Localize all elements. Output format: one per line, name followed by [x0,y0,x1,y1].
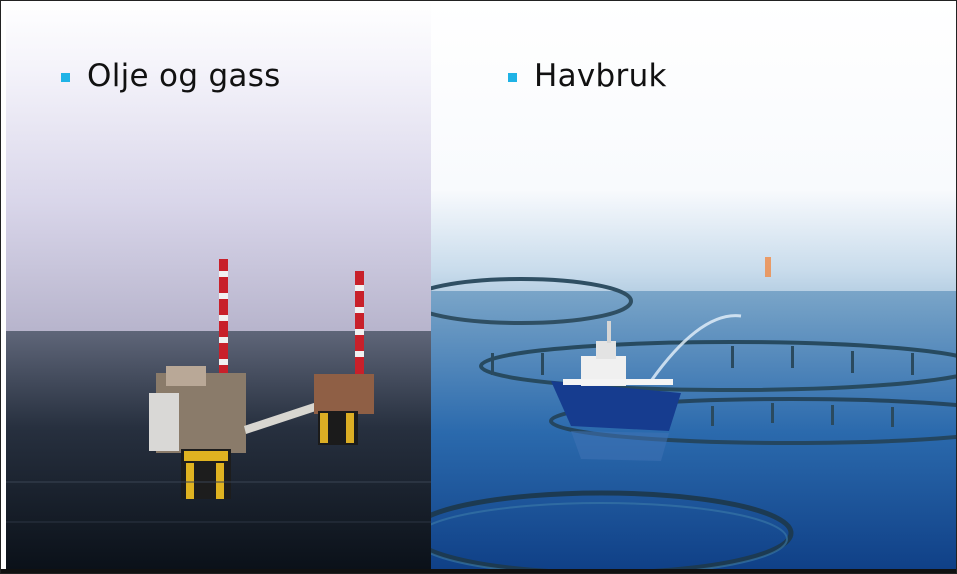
heading-aquaculture: Havbruk [534,58,667,94]
heading-oil-and-gas: Olje og gass [87,58,281,94]
square-bullet-icon [61,73,70,82]
bullet-aquaculture: Havbruk [508,58,667,94]
bottom-border [1,569,956,573]
bullet-oil-and-gas: Olje og gass [61,58,281,94]
fish-farm-photo [431,1,956,573]
square-bullet-icon [508,73,517,82]
oil-platform-photo [6,1,431,573]
